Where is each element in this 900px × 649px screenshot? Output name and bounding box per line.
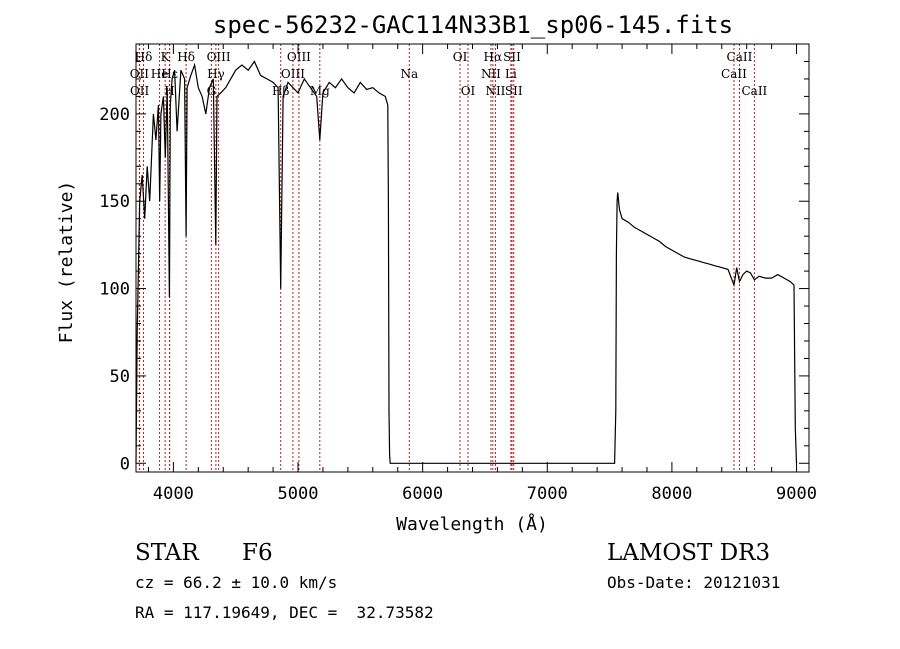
survey-name: LAMOST DR3 bbox=[607, 540, 771, 566]
y-tick-label: 200 bbox=[99, 105, 130, 125]
line-marker-label: OII bbox=[130, 67, 150, 81]
line-marker-label: H bbox=[164, 84, 174, 98]
plot-frame bbox=[135, 43, 810, 473]
y-axis-label: Flux (relative) bbox=[56, 181, 77, 344]
line-marker-label: K bbox=[161, 50, 171, 64]
line-marker-label: Na bbox=[400, 67, 418, 81]
redshift-velocity: cz = 66.2 ± 10.0 km/s bbox=[135, 573, 338, 592]
line-marker-label: Hδ bbox=[177, 50, 195, 64]
line-marker-label: Hβ bbox=[272, 84, 289, 98]
line-marker-label: He bbox=[151, 67, 169, 81]
line-marker-label: Hγ bbox=[207, 67, 225, 81]
y-axis-ticks: 0 50 100 150 200 bbox=[99, 60, 809, 474]
x-tick-label: 7000 bbox=[527, 484, 568, 504]
x-tick-label: 5000 bbox=[278, 484, 319, 504]
line-marker-label: CaII bbox=[727, 50, 753, 64]
line-marker-label: CaII bbox=[741, 84, 767, 98]
y-tick-label: 0 bbox=[120, 454, 130, 474]
line-marker-label: NII bbox=[481, 67, 501, 81]
line-marker-label: Hδ bbox=[135, 50, 153, 64]
chart-title: spec-56232-GAC114N33B1_sp06-145.fits bbox=[213, 11, 733, 39]
line-marker-label: OI bbox=[453, 50, 468, 64]
x-tick-label: 8000 bbox=[651, 484, 692, 504]
line-marker-label: SII bbox=[505, 84, 523, 98]
line-marker-label: OIII bbox=[207, 50, 231, 64]
x-tick-label: 9000 bbox=[776, 484, 817, 504]
line-marker-label: Li bbox=[505, 67, 517, 81]
line-marker-label: CaII bbox=[721, 67, 747, 81]
x-tick-label: 4000 bbox=[153, 484, 194, 504]
x-axis-ticks: 4000 5000 6000 7000 8000 9000 bbox=[147, 44, 817, 504]
observation-date: Obs-Date: 20121031 bbox=[607, 573, 781, 592]
line-marker-label: OIII bbox=[281, 67, 305, 81]
object-subclass: F6 bbox=[242, 540, 273, 566]
y-tick-label: 100 bbox=[99, 280, 130, 300]
line-marker-label: G bbox=[207, 84, 217, 98]
line-marker-label: OIII bbox=[287, 50, 311, 64]
line-marker-label: SII bbox=[503, 50, 521, 64]
line-marker-label: Hα bbox=[484, 50, 503, 64]
line-marker-label: NII bbox=[485, 84, 505, 98]
line-marker-label: OII bbox=[130, 84, 150, 98]
line-marker-label: OI bbox=[461, 84, 476, 98]
spectrum-line bbox=[135, 60, 798, 464]
emission-line-labels: HδOIIOIIKHHeHεHδGOIIIHγHβOIIIOIIIMgNaOIO… bbox=[130, 50, 768, 98]
x-tick-label: 6000 bbox=[402, 484, 443, 504]
y-tick-label: 50 bbox=[110, 367, 130, 387]
object-class: STAR bbox=[135, 540, 199, 566]
y-tick-label: 150 bbox=[99, 192, 130, 212]
x-axis-label: Wavelength (Å) bbox=[396, 513, 548, 535]
emission-line-markers bbox=[138, 44, 755, 472]
coordinates: RA = 117.19649, DEC = 32.73582 bbox=[135, 603, 434, 622]
line-marker-label: Hε bbox=[161, 67, 178, 81]
